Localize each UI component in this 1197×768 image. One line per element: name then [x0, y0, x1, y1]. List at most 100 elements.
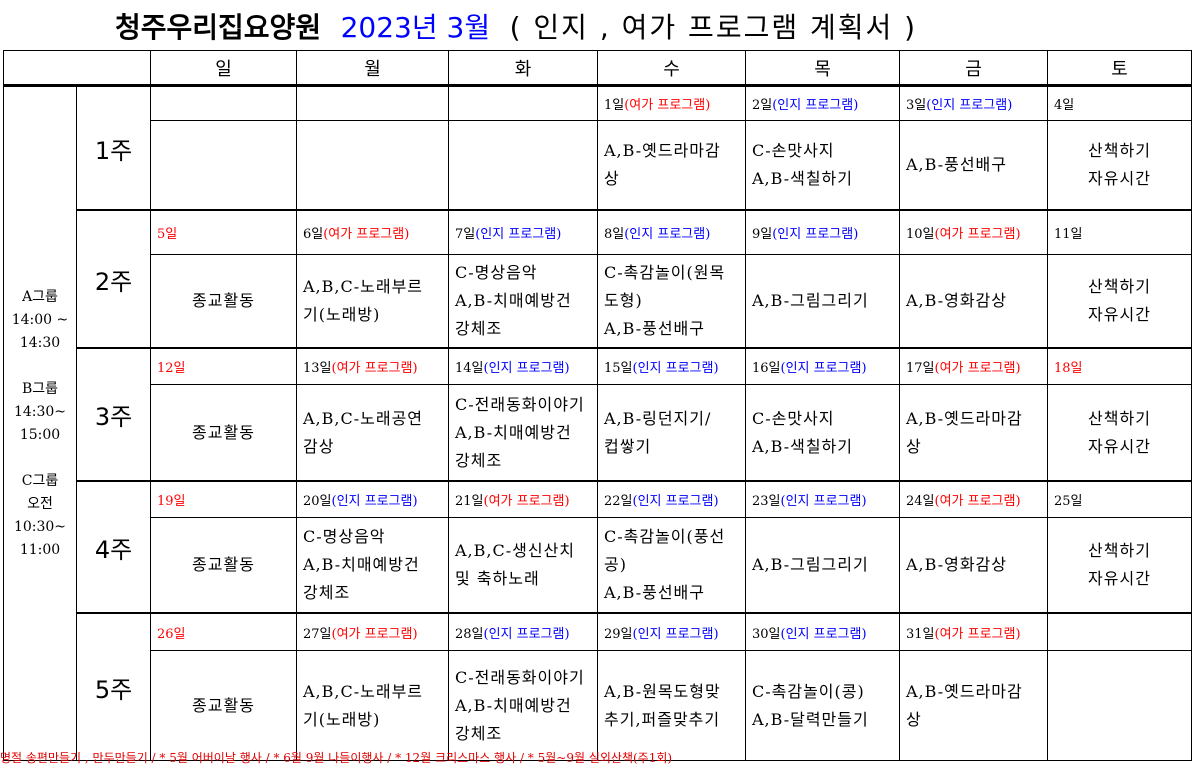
activity-cell: A,B-그림그리기	[745, 517, 900, 614]
program-type: (인지 프로그램)	[772, 227, 859, 242]
program-type: (인지 프로그램)	[331, 494, 418, 509]
activity-cell: A,B-영화감상	[899, 254, 1048, 349]
date-number: 12일	[157, 361, 186, 376]
date-cell: 27일(여가 프로그램)	[296, 612, 449, 651]
date-cell: 19일	[150, 480, 297, 518]
date-number: 13일	[303, 361, 332, 376]
activity-cell: A,B,C-노래부르 기(노래방)	[296, 254, 449, 349]
program-type: (여가 프로그램)	[934, 361, 1021, 376]
activity-cell: A,B-풍선배구	[899, 120, 1048, 211]
date-cell: 10일(여가 프로그램)	[899, 209, 1048, 255]
activity-cell	[150, 120, 297, 211]
activity-row: 종교활동 A,B,C-노래부르 기(노래방) C-명상음악 A,B-치매예방건 강체…	[4, 254, 1192, 349]
activity-cell: C-명상음악 A,B-치매예방건 강체조	[448, 254, 598, 349]
period: 2023년 3월	[340, 11, 491, 44]
date-number: 20일	[303, 494, 332, 509]
activity-cell: 종교활동	[150, 517, 297, 614]
program-type: (여가 프로그램)	[331, 361, 418, 376]
date-cell: 30일(인지 프로그램)	[745, 612, 900, 651]
footer-note: 명절 송편만들기 , 만두만들기 / * 5월 어버이날 행사 / * 6월 9…	[0, 751, 673, 765]
date-number: 30일	[752, 626, 781, 642]
day-header: 금	[899, 50, 1048, 87]
program-type: (여가 프로그램)	[624, 98, 711, 113]
program-type: (인지 프로그램)	[780, 626, 867, 642]
activity-cell: A,B-영화감상	[899, 517, 1048, 614]
subtitle: ( 인지 , 여가 프로그램 계획서 )	[509, 11, 918, 44]
date-cell	[448, 84, 598, 121]
date-cell: 11일	[1047, 209, 1192, 255]
date-cell: 20일(인지 프로그램)	[296, 480, 449, 518]
activity-cell: A,B-링던지기/ 컵쌓기	[597, 384, 746, 482]
date-cell: 7일(인지 프로그램)	[448, 209, 598, 255]
activity-cell: C-전래동화이야기 A,B-치매예방건 강체조	[448, 384, 598, 482]
page-title: 청주우리집요양원 2023년 3월 ( 인지 , 여가 프로그램 계획서 )	[115, 6, 917, 46]
date-cell: 3일(인지 프로그램)	[899, 84, 1048, 121]
date-cell: 22일(인지 프로그램)	[597, 480, 746, 518]
week-label: 1주	[76, 84, 151, 211]
program-type: (인지 프로그램)	[926, 98, 1013, 113]
program-type: (인지 프로그램)	[632, 626, 719, 642]
program-type: (인지 프로그램)	[483, 361, 570, 376]
date-cell	[1047, 612, 1192, 651]
day-header: 월	[296, 50, 449, 87]
date-number: 2일	[752, 98, 773, 113]
activity-row: 종교활동 C-명상음악 A,B-치매예방건 강체조 A,B,C-생신산치 및 축하노…	[4, 517, 1192, 614]
activity-cell	[1047, 650, 1192, 761]
corner-cell	[3, 50, 151, 87]
date-number: 3일	[906, 98, 927, 113]
week-label: 2주	[76, 209, 151, 349]
activity-row: 종교활동 A,B,C-노래부르 기(노래방) C-전래동화이야기 A,B-치매예방건…	[4, 650, 1192, 761]
activity-cell: A,B-원목도형맞 추기,퍼즐맞추기	[597, 650, 746, 761]
activity-cell: A,B-옛드라마감 상	[899, 384, 1048, 482]
date-number: 5일	[157, 227, 178, 242]
activity-row: 종교활동 A,B,C-노래공연 감상 C-전래동화이야기 A,B-치매예방건 강체조…	[4, 384, 1192, 482]
date-cell: 15일(인지 프로그램)	[597, 347, 746, 385]
program-type: (여가 프로그램)	[331, 626, 418, 642]
program-type: (인지 프로그램)	[632, 494, 719, 509]
date-row: 3주 12일 13일(여가 프로그램) 14일(인지 프로그램) 15일(인지 프로그램…	[4, 347, 1192, 482]
activity-cell: A,B,C-생신산치 및 축하노래	[448, 517, 598, 614]
activity-cell: C-손맛사지 A,B-색칠하기	[745, 384, 900, 482]
program-type: (인지 프로그램)	[624, 227, 711, 242]
activity-cell: 산책하기 자유시간	[1047, 254, 1192, 349]
date-cell: 31일(여가 프로그램)	[899, 612, 1048, 651]
date-number: 22일	[604, 494, 633, 509]
program-type: (인지 프로그램)	[780, 361, 867, 376]
date-cell: 12일	[150, 347, 297, 385]
date-cell: 28일(인지 프로그램)	[448, 612, 598, 651]
date-row: 4주 19일 20일(인지 프로그램) 21일(여가 프로그램) 22일(인지 프로그램…	[4, 480, 1192, 614]
date-number: 19일	[157, 494, 186, 509]
date-cell: 18일	[1047, 347, 1192, 385]
date-number: 23일	[752, 494, 781, 509]
week-label: 3주	[76, 347, 151, 482]
date-number: 6일	[303, 227, 324, 242]
date-cell: 4일	[1047, 84, 1192, 121]
activity-cell: C-촉감놀이(풍선 공) A,B-풍선배구	[597, 517, 746, 614]
date-cell: 16일(인지 프로그램)	[745, 347, 900, 385]
activity-cell: 종교활동	[150, 254, 297, 349]
date-cell: 26일	[150, 612, 297, 651]
program-type: (여가 프로그램)	[934, 227, 1021, 242]
program-type: (여가 프로그램)	[934, 626, 1021, 642]
date-row: 5주 26일 27일(여가 프로그램) 28일(인지 프로그램) 29일(인지 프로그램…	[4, 612, 1192, 761]
date-cell: 21일(여가 프로그램)	[448, 480, 598, 518]
date-number: 27일	[303, 626, 332, 642]
date-number: 29일	[604, 626, 633, 642]
activity-cell: C-촉감놀이(원목 도형) A,B-풍선배구	[597, 254, 746, 349]
org-name: 청주우리집요양원	[115, 11, 322, 44]
date-number: 31일	[906, 626, 935, 642]
day-header: 목	[745, 50, 900, 87]
activity-cell: C-전래동화이야기 A,B-치매예방건 강체조	[448, 650, 598, 761]
week-label: 5주	[76, 612, 151, 761]
date-number: 17일	[906, 361, 935, 376]
activity-cell: A,B-옛드라마감 상	[597, 120, 746, 211]
program-type: (여가 프로그램)	[323, 227, 410, 242]
activity-cell: 산책하기 자유시간	[1047, 384, 1192, 482]
program-type: (인지 프로그램)	[780, 494, 867, 509]
program-type: (여가 프로그램)	[934, 494, 1021, 509]
date-cell: 24일(여가 프로그램)	[899, 480, 1048, 518]
date-number: 18일	[1054, 361, 1083, 376]
date-number: 21일	[455, 494, 484, 509]
